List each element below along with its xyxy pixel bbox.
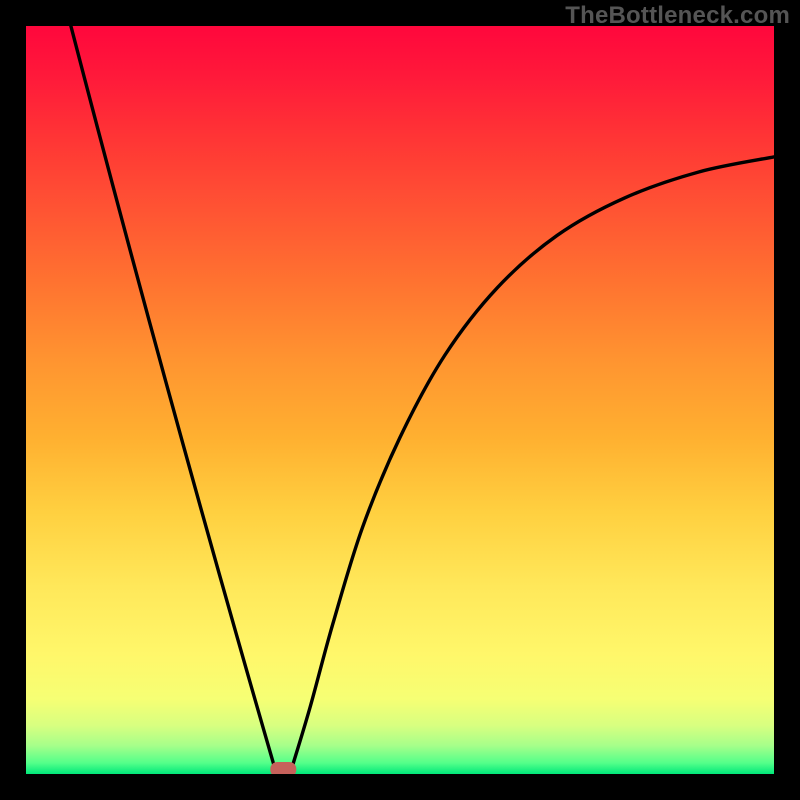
gradient-background (26, 26, 774, 774)
plot-area (26, 26, 774, 777)
watermark-text: TheBottleneck.com (565, 2, 790, 30)
bottleneck-chart (0, 0, 800, 800)
chart-container: TheBottleneck.com (0, 0, 800, 800)
